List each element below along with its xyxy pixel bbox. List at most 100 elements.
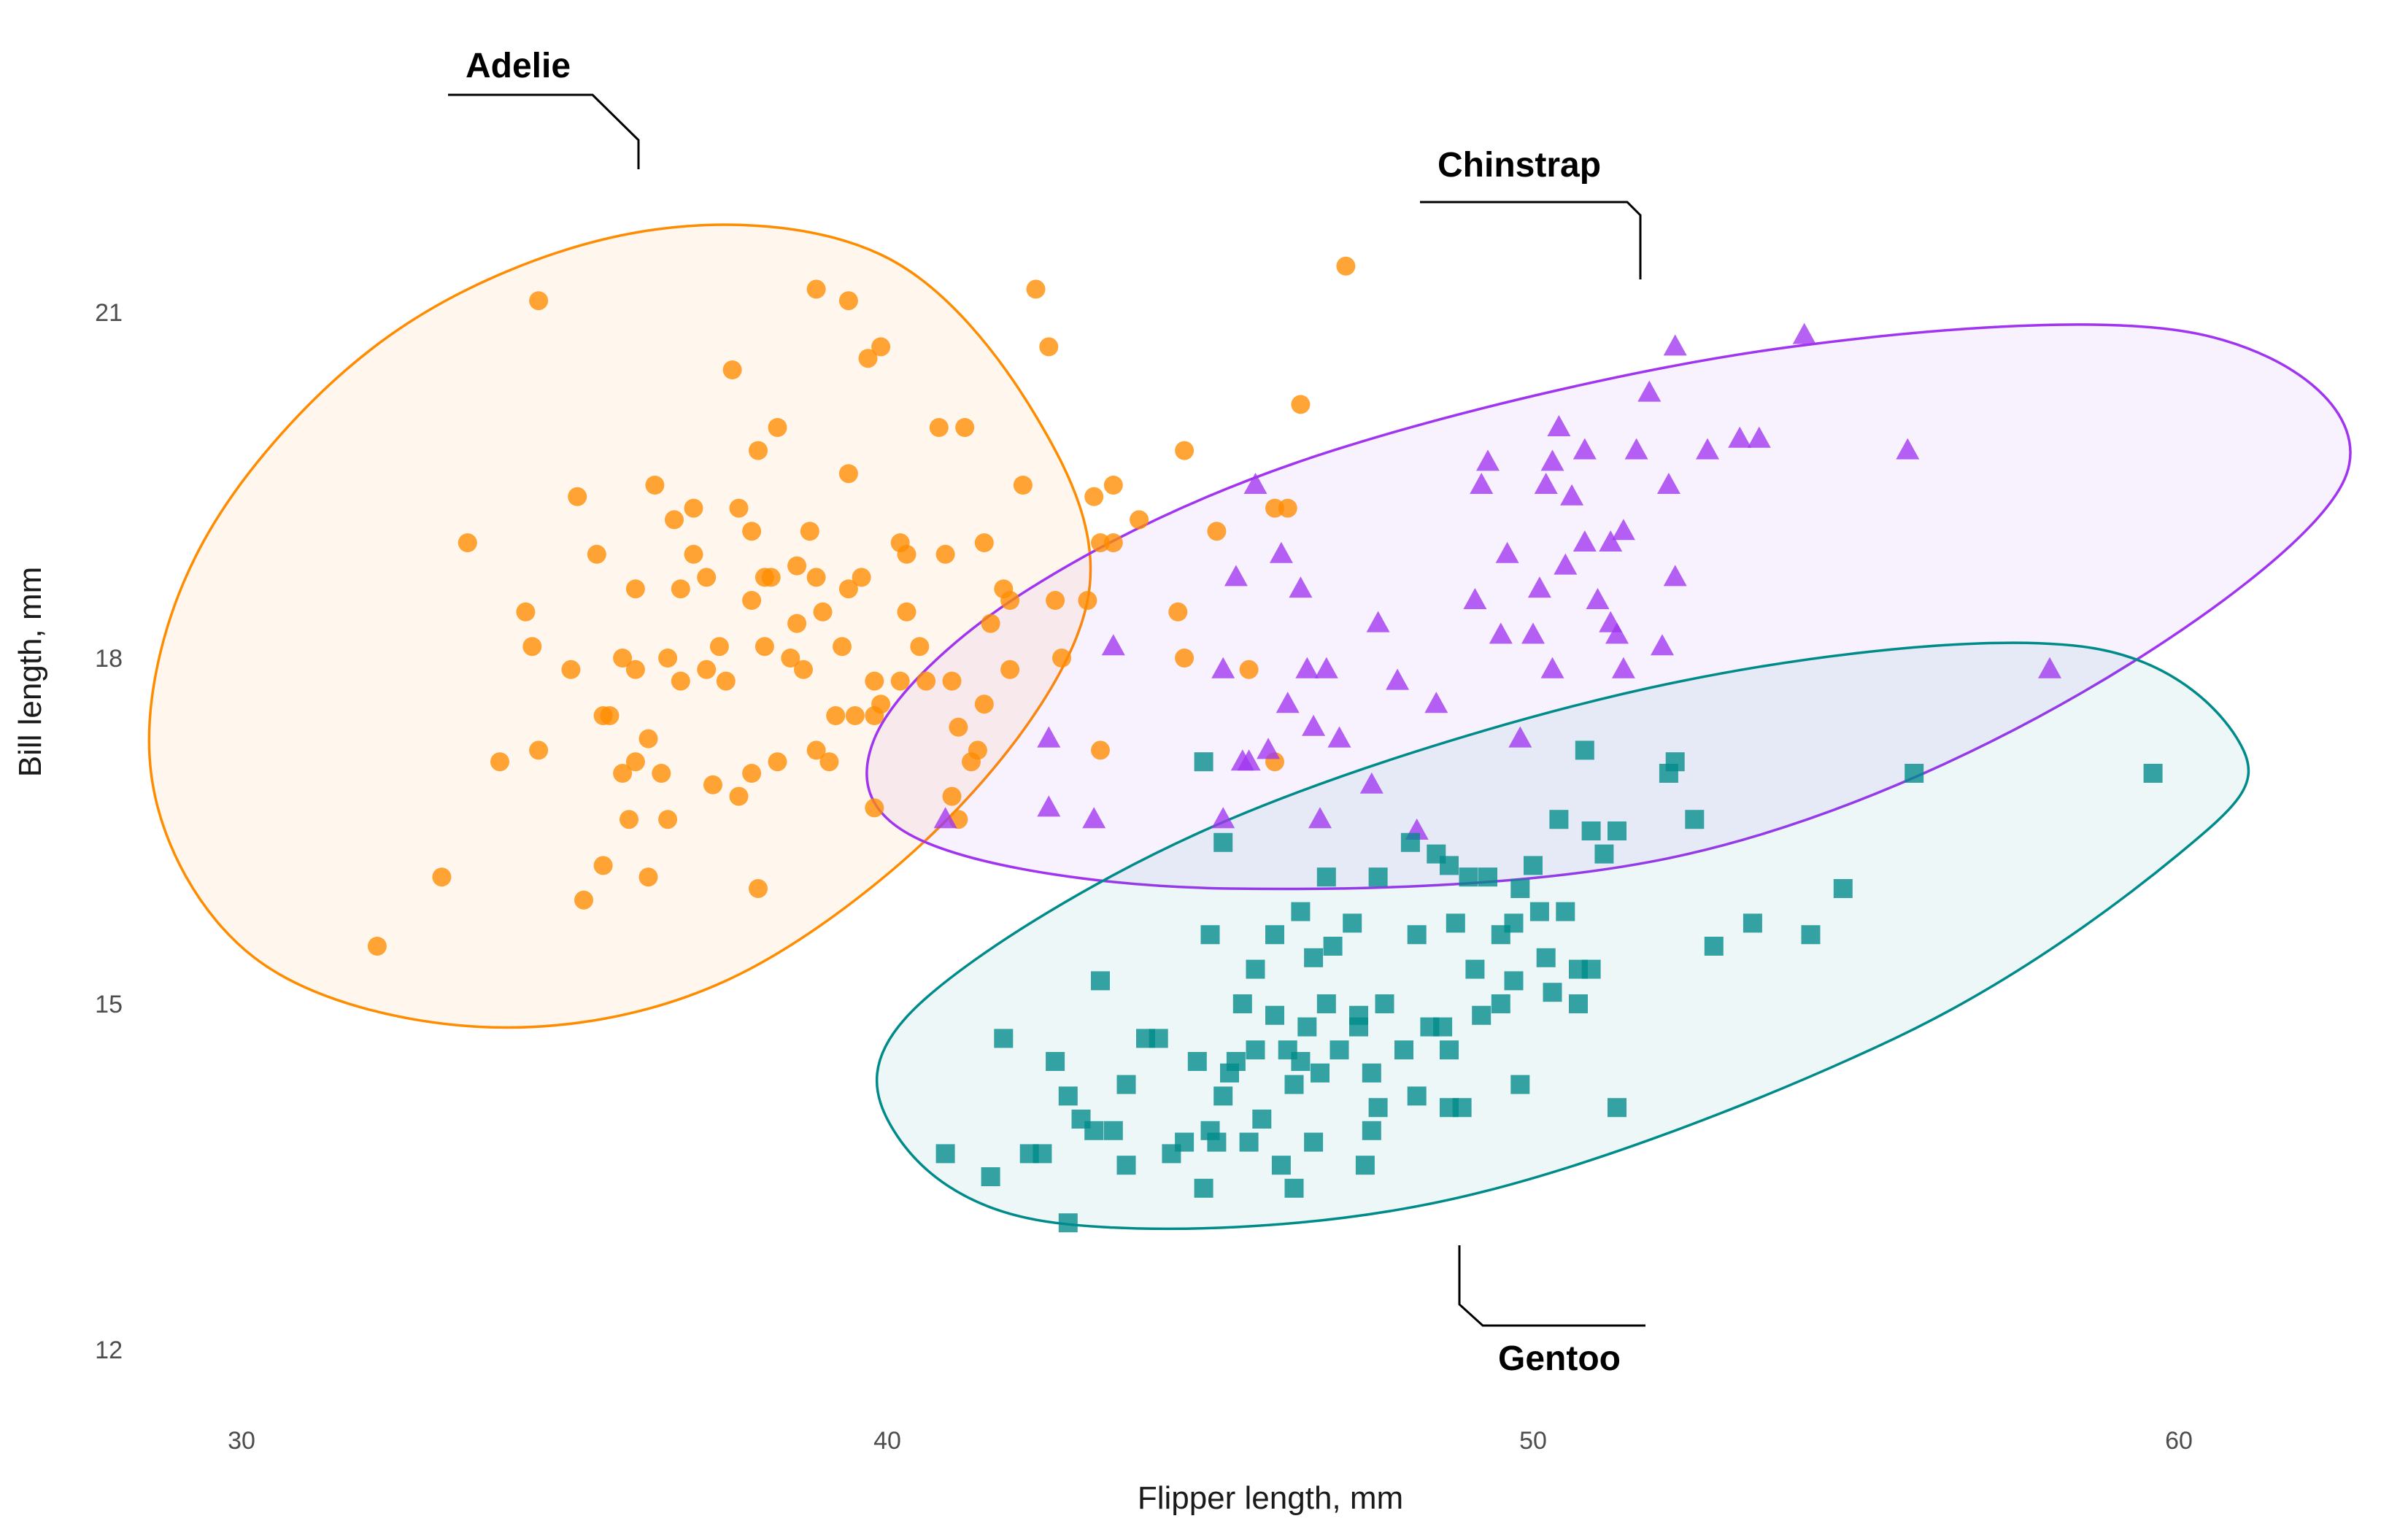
point-chinstrap [1470,473,1494,494]
point-adelie [671,671,690,691]
point-chinstrap [1599,530,1623,552]
point-adelie [897,602,916,622]
point-chinstrap [1359,772,1384,794]
point-gentoo [1446,913,1465,933]
point-gentoo [1232,994,1252,1013]
point-adelie [729,786,749,806]
point-chinstrap [1308,807,1332,829]
point-adelie [1336,256,1356,276]
point-adelie [684,498,703,518]
point-gentoo [1033,1144,1052,1164]
point-gentoo [1304,948,1324,967]
point-chinstrap [933,807,957,829]
point-gentoo [1084,1121,1104,1140]
y-tick-label: 15 [95,991,123,1018]
point-chinstrap [1037,726,1061,748]
point-chinstrap [1463,588,1487,609]
points-layer [367,256,2163,1233]
point-chinstrap [1663,565,1687,587]
point-adelie [697,659,717,679]
point-gentoo [1291,1052,1311,1071]
point-gentoo [1536,948,1556,967]
point-adelie [1078,591,1097,610]
point-adelie [890,533,910,552]
point-gentoo [1136,1029,1155,1048]
point-adelie [871,337,891,357]
leader-line-chinstrap [1420,201,1642,279]
point-adelie [593,856,613,875]
point-chinstrap [1586,588,1610,609]
point-chinstrap [1302,714,1326,736]
point-gentoo [1833,879,1853,898]
point-adelie [638,867,658,887]
point-adelie [1291,395,1311,414]
point-chinstrap [1237,749,1261,771]
point-gentoo [1465,959,1485,979]
point-gentoo [1175,1132,1195,1152]
x-axis-ticks: 30 40 50 60 [228,1427,2193,1455]
point-adelie [522,637,542,657]
point-chinstrap [1489,622,1513,644]
point-gentoo [1116,1075,1136,1094]
point-gentoo [1116,1156,1136,1175]
point-chinstrap [1554,553,1578,575]
point-gentoo [1407,925,1427,945]
y-tick-label: 18 [95,645,123,673]
point-chinstrap [1295,657,1319,678]
point-gentoo [1349,1017,1368,1037]
point-gentoo [1433,1017,1453,1037]
point-adelie [600,706,620,725]
point-gentoo [1226,1052,1246,1071]
point-chinstrap [1637,380,1662,402]
point-gentoo [1368,867,1388,887]
point-adelie [981,614,1000,633]
point-adelie [819,752,839,772]
point-gentoo [1311,1063,1330,1083]
point-adelie [458,533,477,552]
y-tick-label: 21 [95,299,123,327]
point-gentoo [1594,844,1614,864]
point-gentoo [1801,925,1821,945]
point-gentoo [1297,1017,1317,1037]
point-adelie [955,418,975,437]
point-chinstrap [1572,530,1597,552]
label-adelie: Adelie [466,47,571,85]
point-gentoo [1510,879,1530,898]
point-adelie [826,706,846,725]
point-adelie [1239,659,1259,679]
point-adelie [1091,533,1110,552]
point-chinstrap [1082,807,1106,829]
point-chinstrap [1651,634,1674,656]
point-adelie [781,649,800,668]
point-adelie [761,568,781,587]
point-chinstrap [1327,726,1351,748]
point-gentoo [1291,902,1311,921]
point-adelie [658,810,678,829]
point-gentoo [1665,752,1685,772]
point-adelie [613,649,633,668]
point-chinstrap [1508,726,1532,748]
x-tick-label: 30 [228,1427,255,1455]
point-gentoo [1440,1040,1459,1060]
point-gentoo [1407,1086,1427,1106]
point-gentoo [1343,913,1362,933]
point-adelie [1046,591,1065,610]
point-gentoo [1316,867,1336,887]
point-adelie [722,360,742,379]
point-adelie [865,671,884,691]
point-gentoo [1524,856,1543,875]
point-adelie [1013,476,1033,495]
point-gentoo [1058,1213,1078,1233]
point-adelie [749,441,768,460]
point-gentoo [1058,1086,1078,1106]
point-gentoo [1491,994,1510,1013]
point-chinstrap [2038,657,2061,678]
point-gentoo [1252,1110,1272,1129]
point-gentoo [1304,1132,1324,1152]
annotation-adelie: Adelie [448,47,640,169]
point-chinstrap [1599,611,1623,632]
point-chinstrap [1276,692,1300,713]
point-adelie [1000,659,1020,679]
point-adelie [787,614,807,633]
